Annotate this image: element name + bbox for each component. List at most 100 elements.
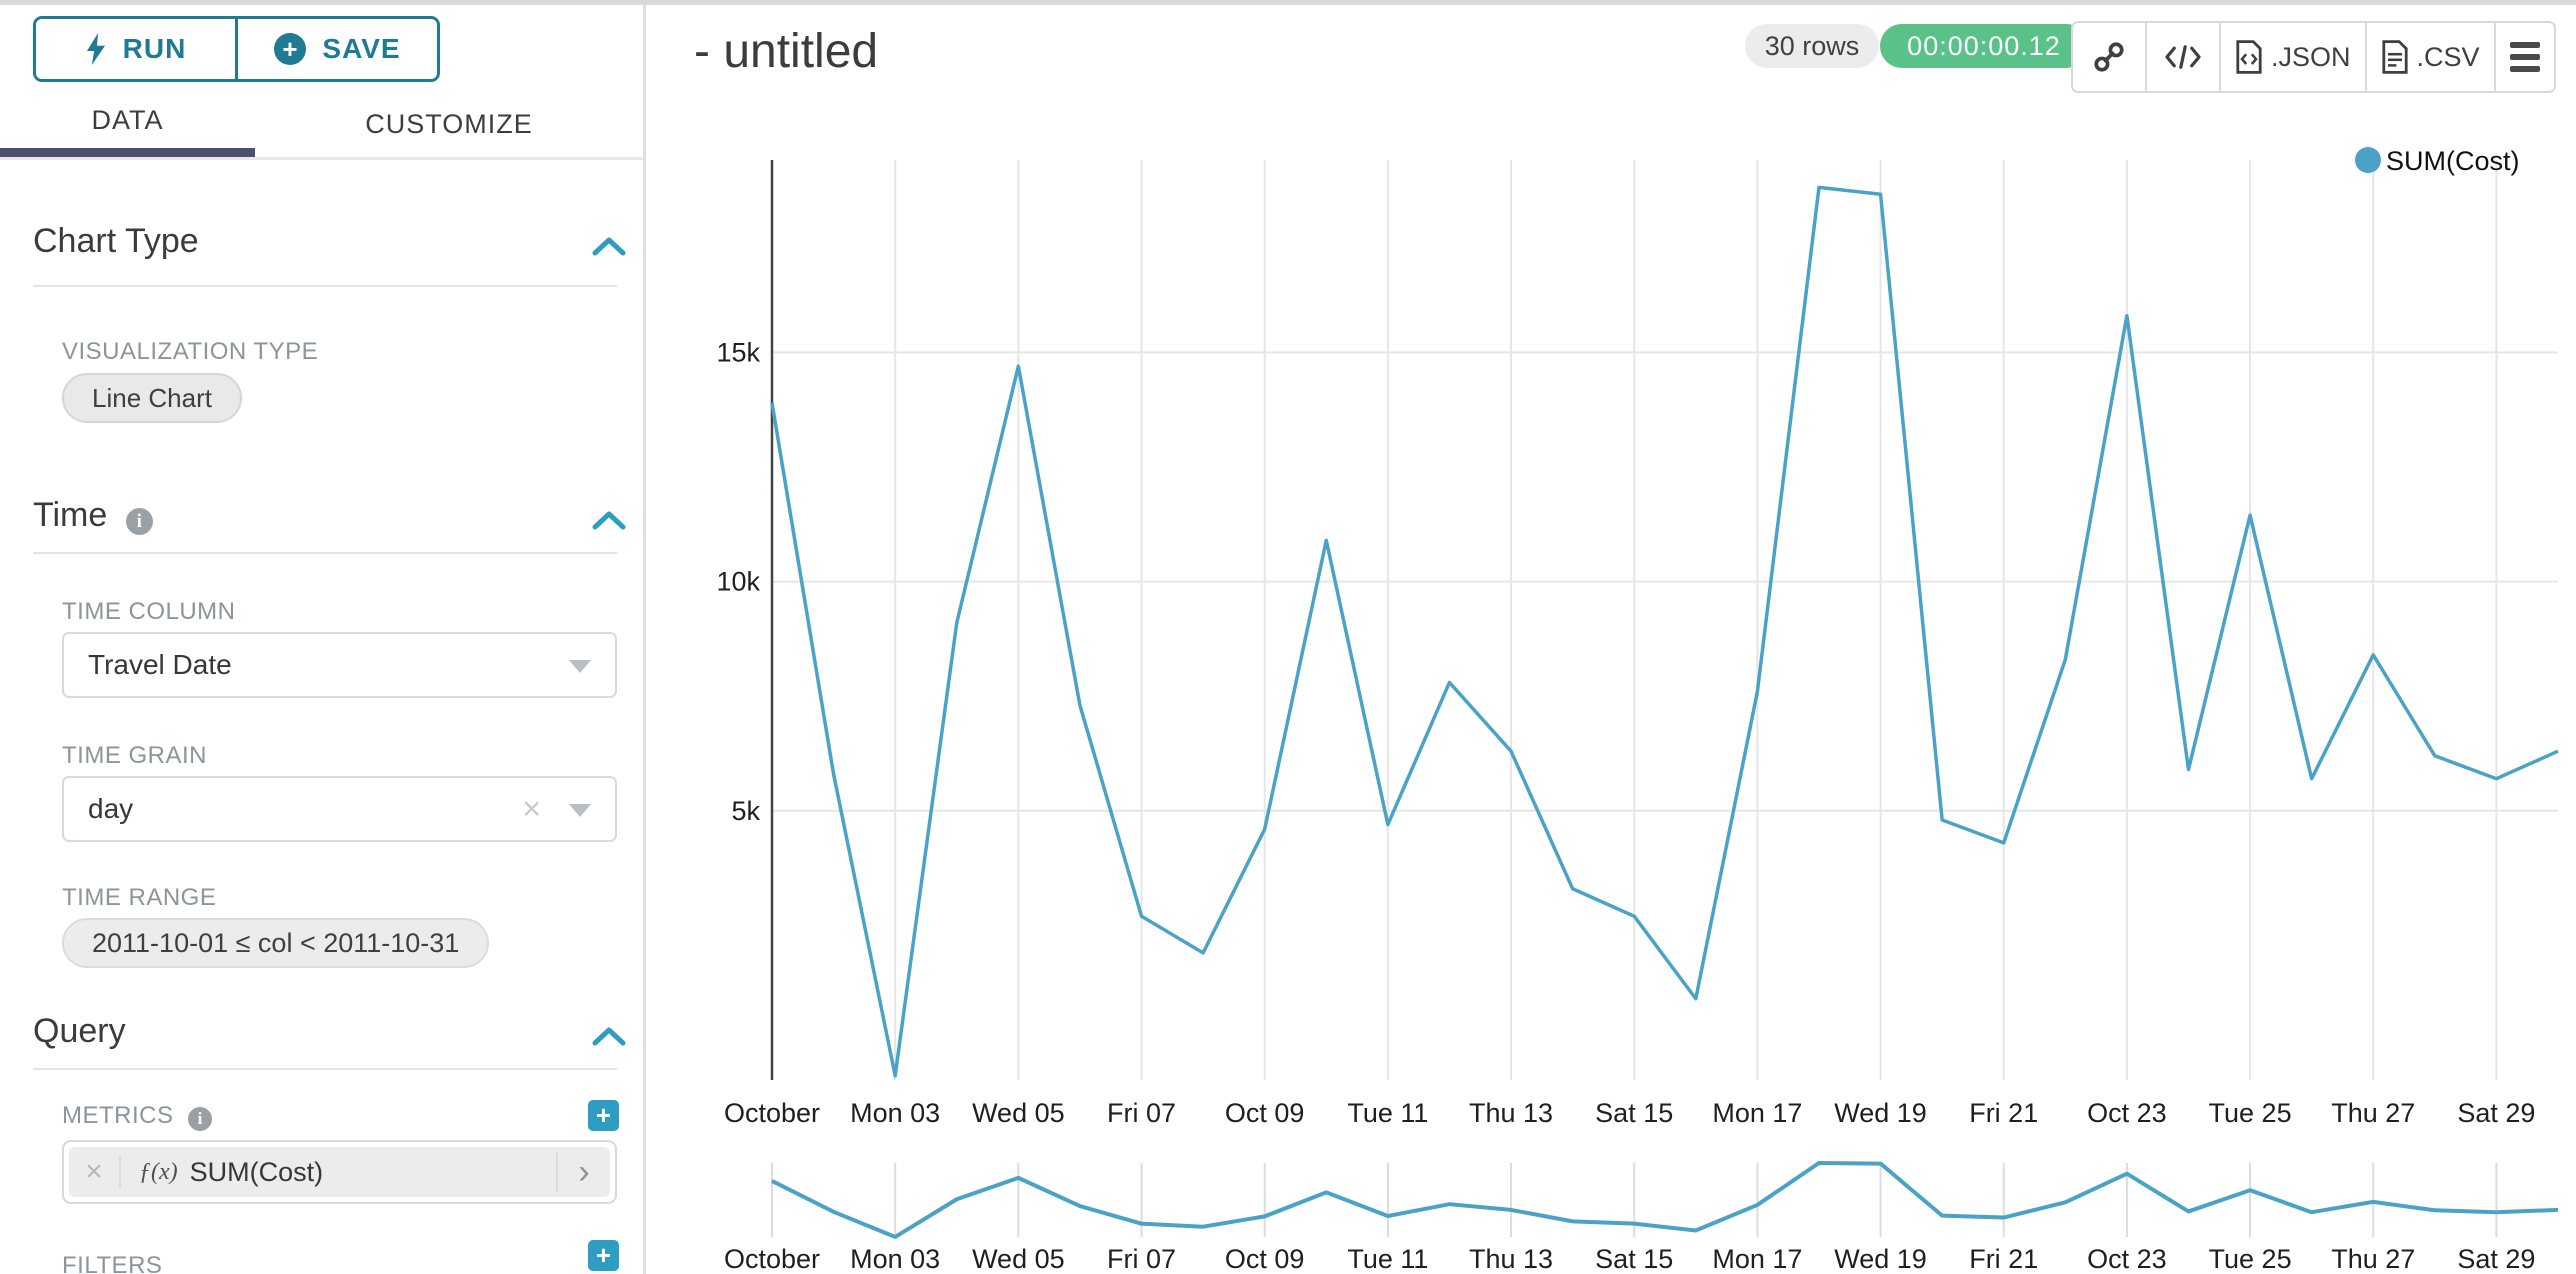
brush-x-tick-label: Oct 23	[2087, 1244, 2167, 1274]
chevron-up-icon[interactable]	[592, 1025, 626, 1047]
x-axis-tick-label: Wed 19	[1834, 1098, 1927, 1128]
line-chart[interactable]: October Mon 03 Wed 05 Fri 07 Oct 09 Tue 11 Thu…	[645, 100, 2576, 1150]
row-count-badge: 30 rows	[1745, 24, 1879, 68]
time-grain-label: TIME GRAIN	[62, 742, 208, 769]
save-button[interactable]: + SAVE	[238, 19, 437, 79]
lightning-icon	[86, 33, 105, 65]
brush-x-tick-label: Fri 21	[1969, 1244, 2038, 1274]
code-icon	[2165, 45, 2201, 69]
section-divider	[33, 552, 617, 554]
brush-x-tick-label: October	[724, 1244, 820, 1274]
tab-customize[interactable]: CUSTOMIZE	[255, 92, 643, 157]
window-top-edge	[0, 0, 2576, 5]
info-icon[interactable]: i	[187, 1106, 212, 1131]
x-axis-tick-label: Tue 25	[2209, 1098, 2292, 1128]
caret-down-icon	[569, 660, 591, 673]
link-icon	[2094, 42, 2124, 72]
chart-title[interactable]: - untitled	[694, 25, 879, 78]
x-axis-tick-label: Mon 17	[1712, 1098, 1802, 1128]
export-csv-button[interactable]: .CSV	[2367, 23, 2496, 91]
export-button-group: .JSON .CSV	[2071, 21, 2556, 93]
info-icon[interactable]: i	[125, 508, 153, 536]
share-link-button[interactable]	[2073, 23, 2147, 91]
filters-label: FILTERS	[62, 1252, 163, 1274]
file-code-icon	[2236, 40, 2262, 74]
brush-series-line	[771, 1161, 2559, 1239]
function-icon: ƒ(x)	[139, 1158, 178, 1185]
metric-name: SUM(Cost)	[189, 1156, 324, 1187]
x-axis-tick-label: Fri 21	[1969, 1098, 2038, 1128]
brush-x-tick-label: Wed 05	[972, 1244, 1065, 1274]
add-filter-button[interactable]: +	[588, 1240, 619, 1271]
x-axis-tick-label: Mon 03	[850, 1098, 940, 1128]
x-axis-tick-label: Sat 15	[1595, 1098, 1673, 1128]
clear-icon[interactable]: ×	[522, 790, 541, 827]
brush-x-tick-label: Tue 11	[1347, 1244, 1428, 1274]
brush-x-tick-label: Oct 09	[1225, 1244, 1305, 1274]
tab-data[interactable]: DATA	[0, 92, 255, 157]
metrics-container: × ƒ(x) SUM(Cost) ›	[62, 1140, 617, 1204]
caret-down-icon	[569, 804, 591, 817]
time-column-label: TIME COLUMN	[62, 598, 236, 625]
brush-x-tick-label: Wed 19	[1834, 1244, 1927, 1274]
time-grain-value: day	[88, 793, 134, 824]
embed-code-button[interactable]	[2147, 23, 2221, 91]
section-time-title: Time	[33, 496, 108, 534]
save-button-label: SAVE	[322, 33, 401, 64]
sidebar-tabs: DATA CUSTOMIZE	[0, 92, 643, 160]
y-axis-tick-label: 15k	[716, 337, 760, 367]
query-timer-badge: 00:00:00.12	[1880, 24, 2088, 68]
x-axis-tick-label: Oct 23	[2087, 1098, 2167, 1128]
brush-x-tick-label: Thu 27	[2331, 1244, 2415, 1274]
tab-data-label: DATA	[91, 104, 164, 135]
series-line	[770, 185, 2559, 1078]
x-axis-tick-label: Wed 05	[972, 1098, 1065, 1128]
hamburger-icon	[2509, 42, 2540, 72]
visualization-type-value[interactable]: Line Chart	[62, 373, 242, 423]
run-save-button-group: RUN + SAVE	[33, 16, 440, 82]
brush-x-tick-label: Tue 25	[2209, 1244, 2292, 1274]
metrics-header: METRICS i	[62, 1102, 212, 1131]
export-json-button[interactable]: .JSON	[2221, 23, 2367, 91]
time-column-select[interactable]: Travel Date	[62, 632, 617, 698]
run-button[interactable]: RUN	[36, 19, 238, 79]
x-axis-tick-label: Tue 11	[1347, 1098, 1428, 1128]
metric-item[interactable]: × ƒ(x) SUM(Cost) ›	[69, 1147, 610, 1197]
y-axis-tick-label: 5k	[731, 796, 760, 826]
brush-x-tick-label: Sat 29	[2457, 1244, 2535, 1274]
legend-dot	[2355, 147, 2381, 173]
brush-x-tick-label: Fri 07	[1107, 1244, 1176, 1274]
range-brush-chart[interactable]: October Mon 03 Wed 05 Fri 07 Oct 09 Tue 11 Thu…	[645, 1150, 2576, 1274]
brush-x-tick-label: Sat 15	[1595, 1244, 1673, 1274]
panel-divider[interactable]	[643, 5, 646, 1274]
chevron-up-icon[interactable]	[592, 235, 626, 257]
metrics-label: METRICS	[62, 1102, 174, 1129]
export-csv-label: .CSV	[2416, 41, 2480, 72]
legend-label: SUM(Cost)	[2386, 146, 2520, 176]
time-column-value: Travel Date	[88, 649, 232, 680]
x-axis-tick-label: Sat 29	[2457, 1098, 2535, 1128]
tab-customize-label: CUSTOMIZE	[365, 109, 533, 139]
section-time-header: Time i	[33, 496, 153, 536]
x-axis-tick-label: Oct 09	[1225, 1098, 1305, 1128]
section-divider	[33, 1068, 617, 1070]
visualization-type-label: VISUALIZATION TYPE	[62, 338, 319, 365]
time-range-label: TIME RANGE	[62, 884, 217, 911]
plus-circle-icon: +	[274, 33, 307, 65]
export-json-label: .JSON	[2271, 41, 2351, 72]
brush-x-tick-label: Mon 03	[850, 1244, 940, 1274]
chevron-right-icon[interactable]: ›	[556, 1152, 610, 1192]
brush-x-tick-label: Mon 17	[1712, 1244, 1802, 1274]
y-axis-tick-label: 10k	[716, 567, 760, 597]
time-range-value[interactable]: 2011-10-01 ≤ col < 2011-10-31	[62, 918, 490, 968]
remove-metric-icon[interactable]: ×	[69, 1155, 121, 1189]
time-grain-select[interactable]: day ×	[62, 776, 617, 842]
section-query-title: Query	[33, 1012, 126, 1050]
chart-menu-button[interactable]	[2496, 23, 2554, 91]
chevron-up-icon[interactable]	[592, 509, 626, 531]
add-metric-button[interactable]: +	[588, 1100, 619, 1131]
x-axis-tick-label: Thu 13	[1469, 1098, 1553, 1128]
x-axis-tick-label: Thu 27	[2331, 1098, 2415, 1128]
x-axis-tick-label: Fri 07	[1107, 1098, 1176, 1128]
